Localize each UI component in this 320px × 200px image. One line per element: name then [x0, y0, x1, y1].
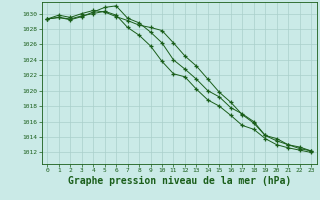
X-axis label: Graphe pression niveau de la mer (hPa): Graphe pression niveau de la mer (hPa)	[68, 176, 291, 186]
